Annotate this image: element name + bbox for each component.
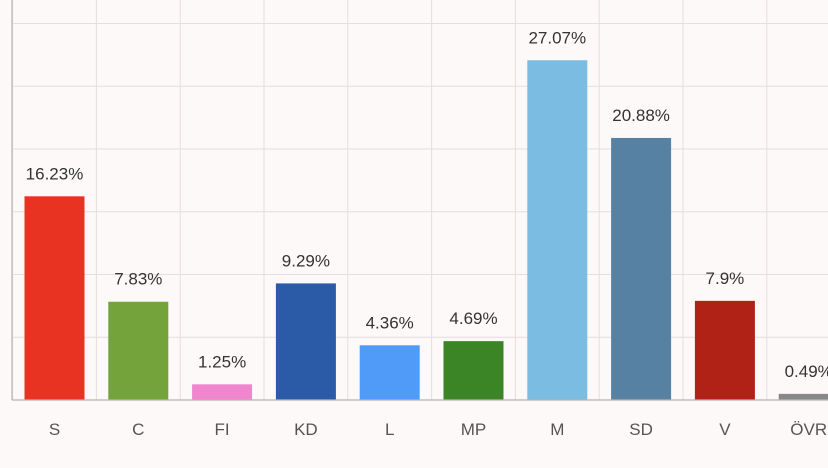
bar-s[interactable] (24, 196, 85, 400)
tick-label-c: C (132, 420, 144, 439)
value-label-l: 4.36% (366, 313, 414, 332)
tick-label-l: L (385, 420, 394, 439)
value-label-fi: 1.25% (198, 352, 246, 371)
tick-label-fi: FI (215, 420, 230, 439)
tick-label-mp: MP (461, 420, 487, 439)
grid (12, 0, 828, 400)
value-label-mp: 4.69% (449, 309, 497, 328)
tick-label-m: M (550, 420, 564, 439)
value-label-c: 7.83% (114, 270, 162, 289)
tick-label-sd: SD (629, 420, 653, 439)
bar-kd[interactable] (275, 283, 336, 400)
bar-mp[interactable] (443, 341, 504, 400)
tick-label-s: S (49, 420, 60, 439)
tick-label-kd: KD (294, 420, 318, 439)
x-tick-labels: S C FI KD L MP M SD V ÖVR (49, 420, 827, 439)
bar-ovr[interactable] (778, 393, 828, 400)
value-label-v: 7.9% (706, 269, 745, 288)
bar-v[interactable] (694, 300, 755, 400)
bar-sd[interactable] (611, 137, 672, 400)
bar-l[interactable] (359, 345, 420, 400)
bar-m[interactable] (527, 60, 588, 401)
bar-c[interactable] (108, 301, 169, 400)
value-label-ovr: 0.49% (785, 362, 828, 381)
tick-label-ovr: ÖVR (790, 420, 827, 439)
value-label-kd: 9.29% (282, 251, 330, 270)
value-label-sd: 20.88% (612, 106, 670, 125)
tick-label-v: V (719, 420, 731, 439)
value-label-m: 27.07% (528, 28, 586, 47)
value-label-s: 16.23% (26, 164, 84, 183)
bars (24, 60, 828, 401)
value-labels: 16.23% 7.83% 1.25% 9.29% 4.36% 4.69% 27.07% 20.… (26, 28, 828, 381)
bar-fi[interactable] (192, 384, 253, 400)
